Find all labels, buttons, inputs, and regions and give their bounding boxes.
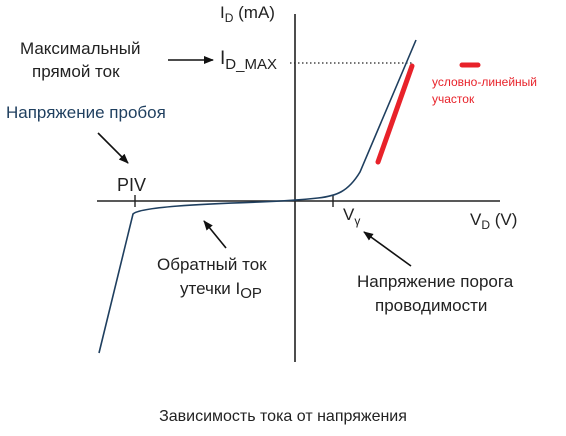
imax-label: ID_MAX (220, 48, 277, 73)
threshold-arrow (363, 231, 412, 267)
threshold-voltage-label: Vγ (343, 205, 360, 228)
linear-region-highlight (375, 63, 415, 165)
reverse-current-arrow (203, 220, 227, 249)
y-axis-label: ID (mA) (220, 3, 275, 25)
linear-legend-line1: условно-линейный (432, 75, 537, 89)
max-forward-annotation-line2: прямой ток (32, 62, 120, 81)
breakdown-arrow (97, 132, 129, 164)
reverse-annotation-line2: утечки IOP (180, 279, 262, 302)
piv-label: PIV (117, 175, 146, 195)
x-axis-label: VD (V) (470, 210, 517, 232)
figure-caption: Зависимость тока от напряжения (159, 408, 407, 425)
breakdown-annotation: Напряжение пробоя (6, 103, 166, 122)
threshold-annotation-line2: проводимости (375, 296, 487, 315)
max-forward-annotation-line1: Максимальный (20, 39, 140, 58)
iv-curve (98, 39, 417, 354)
threshold-annotation-line1: Напряжение порога (357, 272, 514, 291)
reverse-annotation-line1: Обратный ток (157, 255, 267, 274)
linear-legend-line2: участок (432, 92, 475, 106)
